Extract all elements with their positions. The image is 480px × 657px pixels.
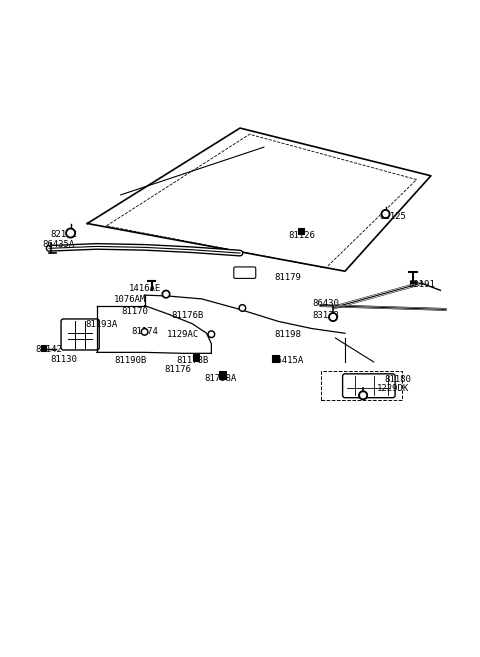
Circle shape <box>329 313 337 321</box>
Text: 81193A: 81193A <box>85 320 118 329</box>
Circle shape <box>240 306 244 310</box>
Text: 81176: 81176 <box>165 365 192 374</box>
Circle shape <box>208 331 215 338</box>
Circle shape <box>141 328 148 335</box>
Circle shape <box>143 330 146 334</box>
Text: 81198: 81198 <box>274 330 301 339</box>
Text: 81190B: 81190B <box>114 357 146 365</box>
Bar <box>321 371 402 400</box>
Bar <box>193 353 199 361</box>
Circle shape <box>331 315 336 319</box>
Text: 83133: 83133 <box>312 311 339 320</box>
Bar <box>40 345 46 351</box>
Text: 81174: 81174 <box>131 327 158 336</box>
Text: 1129AC: 1129AC <box>167 330 199 339</box>
Text: 81176B: 81176B <box>171 311 204 320</box>
Bar <box>219 371 226 378</box>
FancyBboxPatch shape <box>234 267 256 279</box>
Circle shape <box>361 393 365 397</box>
Circle shape <box>66 228 75 238</box>
Text: 86415A: 86415A <box>272 357 304 365</box>
FancyBboxPatch shape <box>61 319 99 350</box>
Text: 81170: 81170 <box>121 307 148 316</box>
Circle shape <box>381 210 390 218</box>
Text: 81179: 81179 <box>274 273 301 282</box>
Text: 86435A: 86435A <box>43 240 75 250</box>
Text: 82191: 82191 <box>408 280 435 288</box>
Text: 81180: 81180 <box>384 375 411 384</box>
Text: 1076AM: 1076AM <box>114 296 146 304</box>
Text: 86430: 86430 <box>312 299 339 307</box>
Text: 82132: 82132 <box>50 230 77 239</box>
Circle shape <box>162 290 170 298</box>
Circle shape <box>359 391 367 399</box>
FancyBboxPatch shape <box>343 374 395 397</box>
Circle shape <box>210 332 213 336</box>
Bar <box>273 355 279 362</box>
Circle shape <box>383 212 388 216</box>
Circle shape <box>68 230 73 236</box>
Text: 81130: 81130 <box>50 355 77 364</box>
Text: 1229DK: 1229DK <box>377 384 409 393</box>
Bar <box>298 228 304 235</box>
Text: 81126: 81126 <box>288 231 315 240</box>
Circle shape <box>164 292 168 296</box>
Text: 81125: 81125 <box>379 212 406 221</box>
Text: 81738A: 81738A <box>205 374 237 383</box>
Text: 1416AE: 1416AE <box>129 284 161 294</box>
Circle shape <box>239 305 246 311</box>
Text: 81142: 81142 <box>36 346 62 355</box>
Text: 81178B: 81178B <box>176 357 208 365</box>
